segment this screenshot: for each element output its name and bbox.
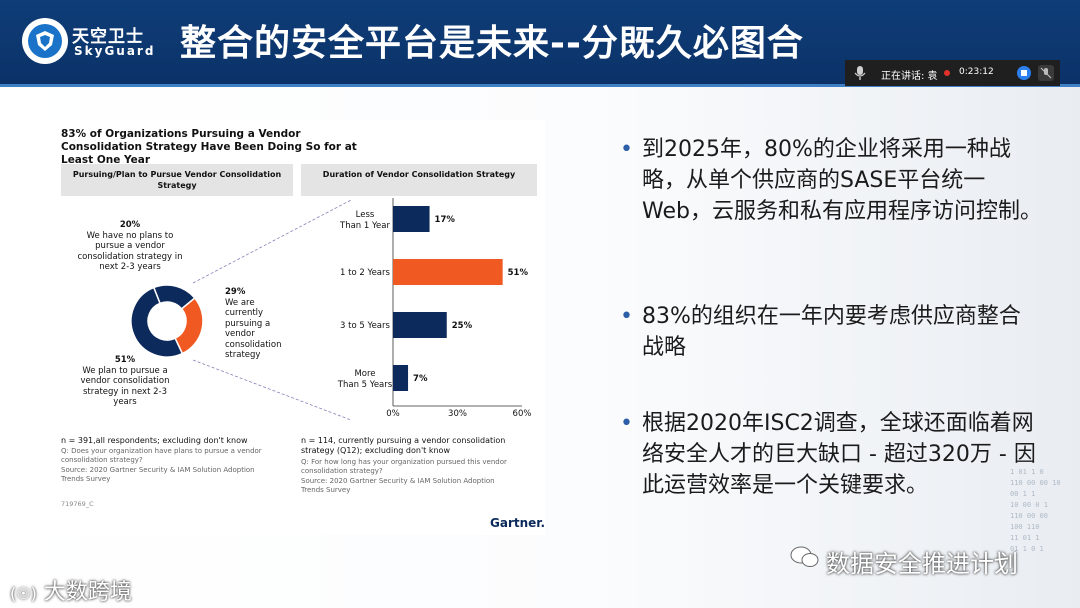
- right-panel-header: Duration of Vendor Consolidation Strateg…: [301, 164, 537, 196]
- bullet-text: 83%的组织在一年内要考虑供应商整合战略: [642, 304, 1021, 360]
- left-panel-header: Pursuing/Plan to Pursue Vendor Consolida…: [61, 164, 293, 196]
- slide-title: 整合的安全平台是未来--分既久必图合: [180, 23, 804, 64]
- left-sample-note: n = 391,all respondents; excluding don't…: [61, 436, 248, 445]
- bar: [393, 365, 409, 391]
- recording-dot-icon: [944, 70, 950, 76]
- gartner-logo: Gartner.: [490, 516, 546, 530]
- bullet-dot-icon: •: [620, 137, 633, 162]
- category-label: More Than 5 Years: [337, 369, 393, 390]
- right-sample-note: n = 114, currently pursuing a vendor con…: [301, 436, 506, 455]
- annotation-currently-pursuing: 29% We are currently pursuing a vendor co…: [225, 287, 282, 360]
- figure-title: 83% of Organizations Pursuing a Vendor C…: [61, 128, 357, 166]
- donut-chart: [130, 199, 352, 421]
- donut-slice: [130, 286, 184, 358]
- bar-value-label: 17%: [435, 215, 456, 225]
- right-question-note: Q: For how long has your organization pu…: [301, 458, 507, 475]
- bar: [393, 206, 430, 232]
- left-question-note: Q: Does your organization have plans to …: [61, 447, 262, 464]
- mute-button[interactable]: [1038, 65, 1054, 81]
- wechat-icon: [790, 546, 819, 567]
- bar: [393, 312, 447, 338]
- bar-value-label: 51%: [508, 268, 529, 278]
- watermark-text: 数据安全推进计划: [826, 550, 1018, 578]
- watermark-logo-icon: (☉): [10, 584, 37, 603]
- category-label: Less Than 1 Year: [339, 210, 390, 231]
- logo-text-en: SkyGuard: [74, 44, 156, 58]
- x-tick-label: 60%: [513, 409, 532, 419]
- connector-line: [192, 359, 352, 421]
- duration-bar-chart: 17% Less Than 1 Year 51% 1 to 2 Years 25% 3 to…: [337, 198, 532, 419]
- header-divider: [0, 84, 1080, 87]
- bullet-text: 根据2020年ISC2调查，全球还面临着网络安全人才的巨大缺口 - 超过320万…: [642, 411, 1036, 498]
- right-source-note: Source: 2020 Gartner Security & IAM Solu…: [301, 477, 495, 494]
- stop-recording-button[interactable]: [1017, 66, 1031, 80]
- bullet-dot-icon: •: [620, 411, 633, 436]
- gartner-figure: 83% of Organizations Pursuing a Vendor C…: [55, 120, 545, 535]
- bar: [393, 259, 503, 285]
- binary-decoration: 1 01 1 0 110 00 00 10 00 1 1 10 00 0 1 1…: [1010, 468, 1061, 553]
- bullet-dot-icon: •: [620, 304, 633, 329]
- bottom-left-watermark: (☉) 大数跨境: [10, 580, 132, 605]
- speaker-mic-icon: [854, 66, 866, 80]
- speaking-label: 正在讲话: 袁: [881, 71, 938, 82]
- annotation-no-plans: 20% We have no plans to pursue a vendor c…: [77, 220, 183, 272]
- bar-value-label: 25%: [452, 321, 473, 331]
- mic-off-icon: [1040, 67, 1052, 79]
- recording-timer: 0:23:12: [959, 67, 994, 77]
- bullet-text: 到2025年，80%的企业将采用一种战略，从单个供应商的SASE平台统一Web，…: [642, 137, 1042, 224]
- logo-text-cn: 天空卫士: [72, 27, 144, 47]
- skyguard-logo-icon: [22, 18, 68, 64]
- figure-id: 719769_C: [61, 500, 94, 508]
- category-label: 1 to 2 Years: [340, 268, 390, 278]
- category-label: 3 to 5 Years: [340, 321, 390, 331]
- annotation-plan-to-pursue: 51% We plan to pursue a vendor consolidat…: [80, 355, 170, 407]
- meeting-toolbar: 正在讲话: 袁 0:23:12: [845, 60, 1060, 86]
- bar-value-label: 7%: [413, 374, 428, 384]
- left-source-note: Source: 2020 Gartner Security & IAM Solu…: [61, 466, 255, 483]
- x-tick-label: 0%: [386, 409, 400, 419]
- x-tick-label: 30%: [448, 409, 467, 419]
- header-bar: 天空卫士 SkyGuard 整合的安全平台是未来--分既久必图合: [0, 0, 1080, 84]
